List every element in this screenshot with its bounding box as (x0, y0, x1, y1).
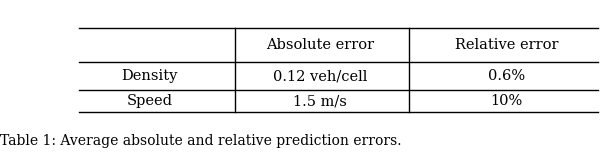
Text: Density: Density (121, 69, 178, 83)
Text: Absolute error: Absolute error (266, 38, 375, 52)
Text: Relative error: Relative error (454, 38, 558, 52)
Text: 10%: 10% (490, 94, 522, 108)
Text: Table 1: Average absolute and relative prediction errors.: Table 1: Average absolute and relative p… (0, 134, 401, 148)
Text: 1.5 m/s: 1.5 m/s (293, 94, 347, 108)
Text: 0.12 veh/cell: 0.12 veh/cell (273, 69, 367, 83)
Text: 0.6%: 0.6% (488, 69, 525, 83)
Text: Speed: Speed (126, 94, 173, 108)
